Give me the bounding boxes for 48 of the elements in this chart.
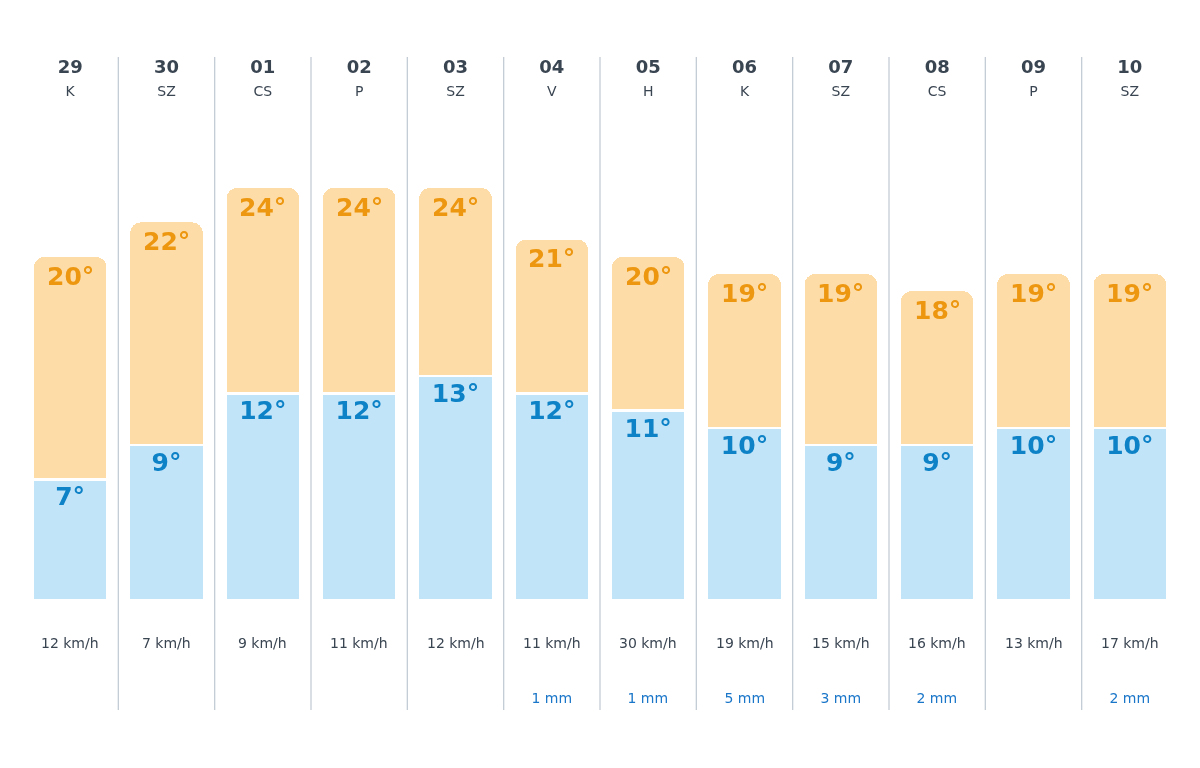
text: 13 km/h xyxy=(1005,635,1063,651)
x-tick-label: 03 SZ xyxy=(442,56,469,100)
total-label: 19° xyxy=(1106,279,1154,308)
total-label: 19° xyxy=(1010,279,1058,308)
text: 12 km/h xyxy=(427,635,485,651)
total-label: 19° xyxy=(721,279,769,308)
x-tick-label: 09 P xyxy=(1020,56,1047,100)
x-tick-label: 06 K xyxy=(731,56,758,100)
total-label: 24° xyxy=(336,193,384,222)
text: 9 km/h xyxy=(238,635,287,651)
total-label: 24° xyxy=(432,193,480,222)
x-tick-label: 01 CS xyxy=(250,56,276,100)
x-tick-label: 08 CS xyxy=(924,56,950,100)
total-label: 19° xyxy=(817,279,865,308)
text: 12 km/h xyxy=(41,635,99,651)
data-label: 10° xyxy=(1009,430,1058,460)
text: 17 km/h 2 mm xyxy=(1101,635,1159,706)
total-label: 21° xyxy=(528,244,576,273)
text: 16 km/h 2 mm xyxy=(908,635,966,706)
x-tick-label: 04 V xyxy=(539,56,565,100)
text: 19 km/h 5 mm xyxy=(716,635,774,706)
total-label: 24° xyxy=(239,193,287,222)
total-label: 20° xyxy=(625,262,673,291)
data-label: 10° xyxy=(1106,430,1154,460)
x-tick-label: 29 K xyxy=(57,56,83,100)
total-label: 20° xyxy=(47,262,95,291)
data-label: 9° xyxy=(825,448,856,478)
data-label: 12° xyxy=(239,396,287,426)
data-label: 11° xyxy=(624,413,672,443)
text: 15 km/h 3 mm xyxy=(812,635,870,706)
text: 7 km/h xyxy=(142,635,191,651)
x-tick-label: 30 SZ xyxy=(153,56,180,100)
data-label: 7° xyxy=(55,482,86,512)
data-label: 12° xyxy=(528,396,576,426)
x-tick-label: 10 SZ xyxy=(1117,56,1143,100)
text: 11 km/h 1 mm xyxy=(523,635,581,706)
x-tick-label: 07 SZ xyxy=(828,56,854,100)
total-label: 18° xyxy=(914,296,962,325)
x-tick-label: 02 P xyxy=(346,56,372,100)
text: 30 km/h 1 mm xyxy=(619,635,677,706)
text: 11 km/h xyxy=(330,635,388,651)
x-tick-label: 05 H xyxy=(635,56,661,100)
data-label: 13° xyxy=(431,379,480,409)
data-label: 9° xyxy=(922,448,953,478)
data-label: 10° xyxy=(720,430,769,460)
data-label: 12° xyxy=(335,396,383,426)
data-label: 9° xyxy=(151,448,182,478)
total-label: 22° xyxy=(143,227,191,256)
